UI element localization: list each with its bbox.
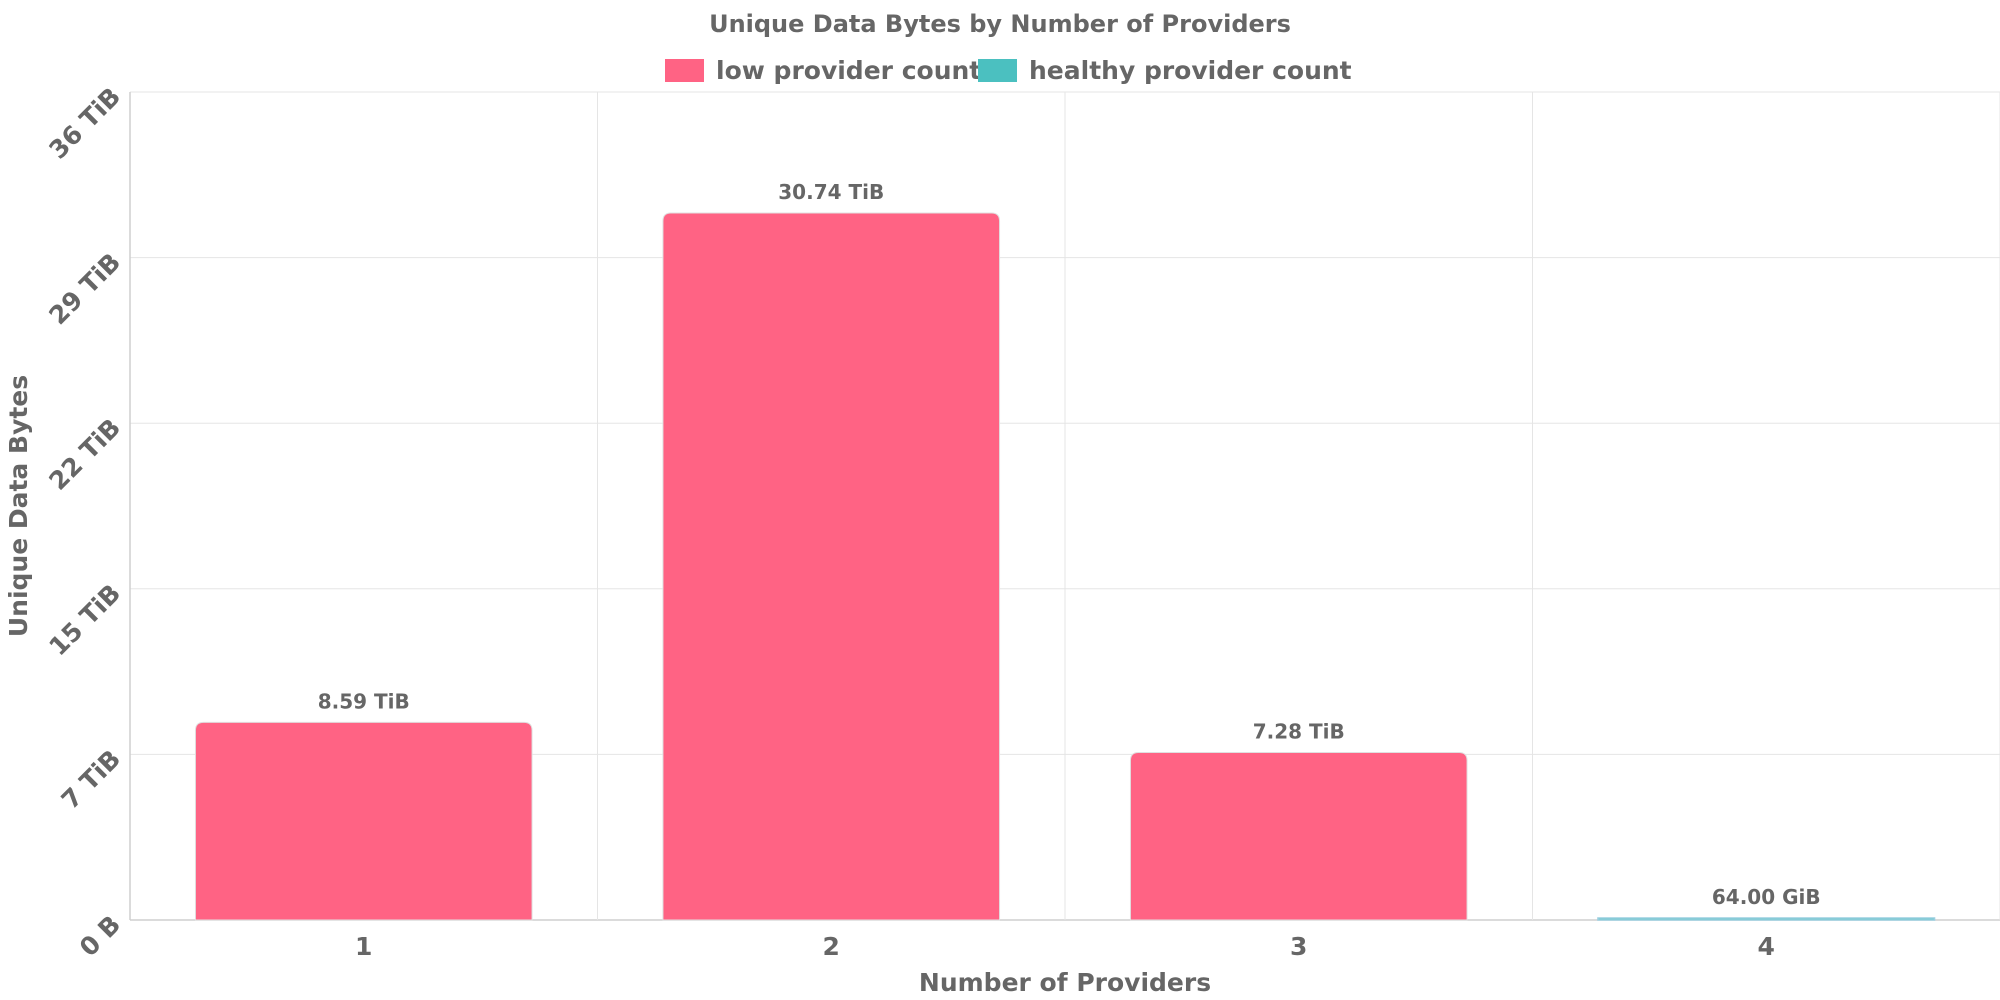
y-tick-label: 22 TiB	[43, 413, 126, 496]
chart-title: Unique Data Bytes by Number of Providers	[709, 10, 1291, 38]
y-axis-title: Unique Data Bytes	[4, 375, 33, 637]
legend-item-healthy-provider-count[interactable]: healthy provider count	[978, 56, 1352, 85]
data-label-1: 8.59 TiB	[318, 689, 410, 713]
legend-swatch-healthy-provider-count	[978, 59, 1017, 82]
bar-low-provider-count-1[interactable]	[194, 721, 533, 921]
legend: low provider count healthy provider coun…	[665, 56, 1352, 85]
y-axis-ticks: 0 B 7 TiB 15 TiB 22 TiB 29 TiB 36 TiB	[43, 82, 126, 962]
x-tick-label: 4	[1758, 932, 1775, 961]
y-tick-label: 36 TiB	[43, 82, 126, 165]
legend-label-low-provider-count: low provider count	[716, 56, 981, 85]
bars	[194, 212, 1936, 921]
data-label-4: 64.00 GiB	[1712, 885, 1821, 909]
data-label-3: 7.28 TiB	[1253, 720, 1345, 744]
bar-low-provider-count-2[interactable]	[662, 212, 1001, 921]
x-tick-label: 1	[355, 932, 372, 961]
y-tick-label: 0 B	[74, 910, 126, 962]
x-axis-ticks: 1 2 3 4	[355, 932, 1775, 961]
y-tick-label: 7 TiB	[56, 744, 127, 815]
y-tick-label: 29 TiB	[43, 247, 126, 330]
x-axis-title: Number of Providers	[919, 968, 1211, 997]
bar-healthy-provider-count-4[interactable]	[1597, 917, 1936, 921]
legend-item-low-provider-count[interactable]: low provider count	[665, 56, 981, 85]
x-tick-label: 3	[1290, 932, 1307, 961]
data-label-2: 30.74 TiB	[778, 180, 884, 204]
legend-swatch-low-provider-count	[665, 59, 704, 82]
legend-label-healthy-provider-count: healthy provider count	[1029, 56, 1352, 85]
bar-low-provider-count-3[interactable]	[1129, 752, 1468, 921]
x-tick-label: 2	[823, 932, 840, 961]
y-tick-label: 15 TiB	[43, 579, 126, 662]
data-labels: 8.59 TiB 30.74 TiB 7.28 TiB 64.00 GiB	[318, 180, 1821, 909]
